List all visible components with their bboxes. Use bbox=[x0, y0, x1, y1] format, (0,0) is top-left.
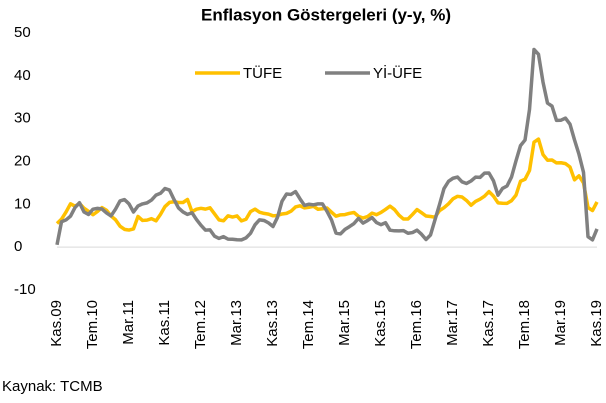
x-tick-label: Mar.17 bbox=[444, 300, 461, 346]
legend-label: Yİ-ÜFE bbox=[373, 64, 422, 82]
x-tick-label: Mar.19 bbox=[552, 300, 569, 346]
y-tick-label: 20 bbox=[14, 152, 31, 169]
series-line bbox=[55, 137, 599, 232]
x-tick-label: Kas.13 bbox=[264, 300, 281, 347]
x-tick-label: Kas.17 bbox=[480, 300, 497, 347]
x-tick-label: Mar.11 bbox=[120, 300, 137, 345]
x-tick-label: Kas.11 bbox=[156, 300, 173, 346]
source: Kaynak: TCMB bbox=[2, 378, 103, 395]
x-tick-label: Mar.15 bbox=[336, 300, 353, 346]
x-tick-label: Tem.18 bbox=[516, 300, 533, 349]
x-tick-label: Kas.19 bbox=[588, 300, 605, 347]
x-tick-label: Tem.14 bbox=[300, 300, 317, 349]
x-tick-label: Tem.16 bbox=[408, 300, 425, 349]
series-line bbox=[55, 47, 599, 246]
y-tick-label: 0 bbox=[14, 238, 22, 255]
x-tick-label: Kas.09 bbox=[48, 300, 65, 347]
x-tick-label: Kas.15 bbox=[372, 300, 389, 347]
chart-title: Enflasyon Göstergeleri (y-y, %) bbox=[201, 5, 451, 24]
x-tick-label: Tem.10 bbox=[84, 300, 101, 349]
y-tick-label: 50 bbox=[14, 24, 31, 41]
y-tick-label: 40 bbox=[14, 67, 31, 84]
x-tick-label: Mar.13 bbox=[228, 300, 245, 346]
legend-label: TÜFE bbox=[243, 64, 282, 82]
y-tick-label: 30 bbox=[14, 110, 31, 127]
x-tick-label: Tem.12 bbox=[192, 300, 209, 349]
y-tick-label: 10 bbox=[14, 195, 31, 212]
y-tick-label: -10 bbox=[14, 281, 36, 298]
